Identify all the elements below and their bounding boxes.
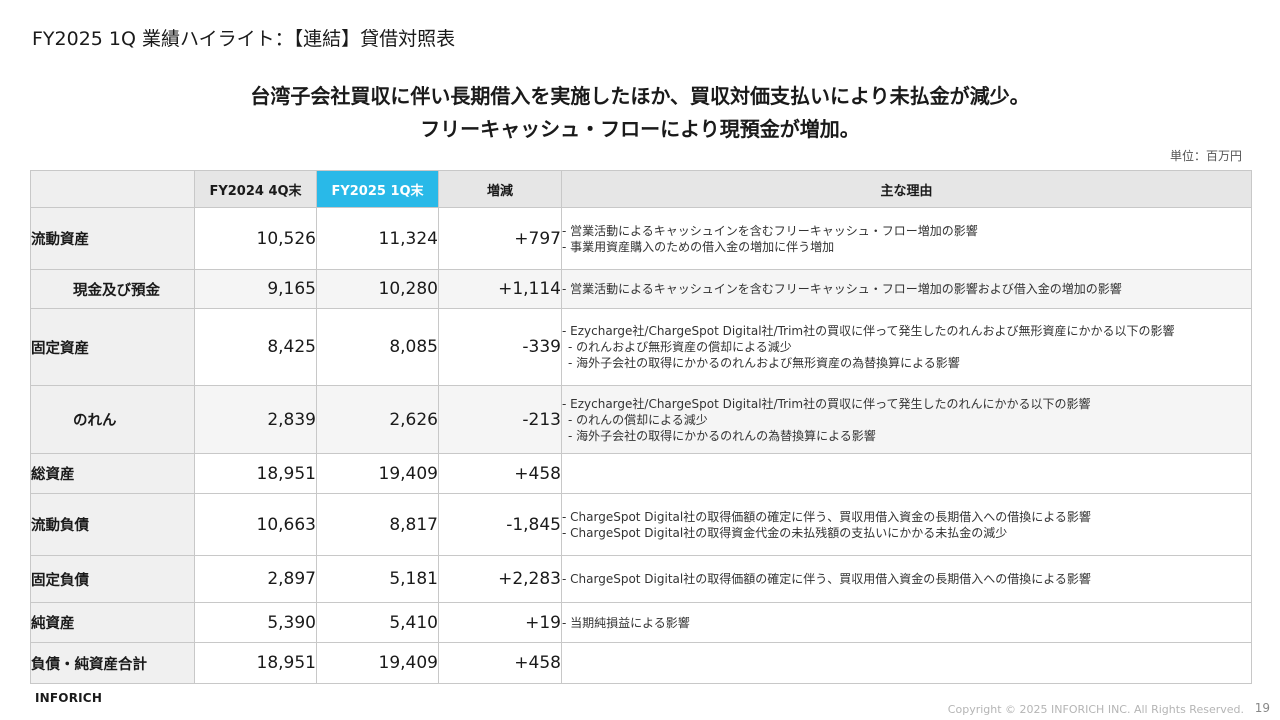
table-row: 総資産 18,951 19,409 +458 [30,453,1252,494]
reason-line: - 事業用資産購入のための借入金の増加に伴う増加 [562,239,835,254]
reason-cell [561,642,1252,684]
value-change: -1,845 [438,493,562,556]
value-fy2024-4q: 18,951 [194,642,317,684]
value-fy2025-1q: 19,409 [316,642,439,684]
unit-label: 単位：百万円 [1169,149,1242,163]
row-label: のれん [30,385,195,454]
value-fy2024-4q: 10,526 [194,207,317,270]
row-label: 固定負債 [30,555,195,603]
reason-line: - ChargeSpot Digital社の取得価額の確定に伴う、買収用借入資金… [562,572,1091,586]
table-row: 負債・純資産合計 18,951 19,409 +458 [30,642,1252,684]
table-row: 現金及び預金 9,165 10,280 +1,114- 営業活動によるキャッシュインを… [30,269,1252,309]
headline-line-1: 台湾子会社買収に伴い長期借入を実施したほか、買収対価支払いにより未払金が減少。 [250,84,1030,108]
row-label: 流動負債 [30,493,195,556]
header-main-reason: 主な理由 [561,170,1252,208]
table-row: 固定資産 8,425 8,085 -339- Ezycharge社/ChargeSpo… [30,308,1252,386]
reason-line: - Ezycharge社/ChargeSpot Digital社/Trim社の買… [562,324,1175,338]
value-fy2024-4q: 2,839 [194,385,317,454]
reason-line: - ChargeSpot Digital社の取得価額の確定に伴う、買収用借入資金… [562,509,1091,524]
reason-line: - 営業活動によるキャッシュインを含むフリーキャッシュ・フロー増加の影響 [562,223,978,238]
row-label: 現金及び預金 [30,269,195,309]
reason-line: - ChargeSpot Digital社の取得資金代金の未払残額の支払いにかか… [562,525,1008,540]
reason-line: - のれんの償却による減少 [568,412,708,427]
value-fy2025-1q: 10,280 [316,269,439,309]
value-change: -213 [438,385,562,454]
reason-line: - 海外子会社の取得にかかるのれんの為替換算による影響 [568,428,876,443]
reason-cell: - 営業活動によるキャッシュインを含むフリーキャッシュ・フロー増加の影響および借… [561,269,1252,309]
page-title: FY2025 1Q 業績ハイライト：【連結】貸借対照表 [32,28,456,50]
value-fy2025-1q: 5,181 [316,555,439,603]
value-change: +458 [438,642,562,684]
reason-line: - 海外子会社の取得にかかるのれんおよび無形資産の為替換算による影響 [568,356,960,370]
row-label: 流動資産 [30,207,195,270]
value-fy2024-4q: 8,425 [194,308,317,386]
value-fy2024-4q: 10,663 [194,493,317,556]
value-fy2025-1q: 8,817 [316,493,439,556]
table-header-row: FY2024 4Q末 FY2025 1Q末 増減 主な理由 [30,170,1252,208]
reason-line: - Ezycharge社/ChargeSpot Digital社/Trim社の買… [562,396,1091,411]
value-change: +458 [438,453,562,494]
value-change: -339 [438,308,562,386]
value-change: +797 [438,207,562,270]
value-change: +1,114 [438,269,562,309]
table-row: 流動負債 10,663 8,817 -1,845- ChargeSpot Digita… [30,493,1252,556]
value-fy2024-4q: 2,897 [194,555,317,603]
reason-cell: - 営業活動によるキャッシュインを含むフリーキャッシュ・フロー増加の影響 - 事業… [561,207,1252,270]
reason-line: - のれんおよび無形資産の償却による減少 [568,340,792,354]
table-row: 固定負債 2,897 5,181 +2,283- ChargeSpot Digital… [30,555,1252,603]
reason-cell: - ChargeSpot Digital社の取得価額の確定に伴う、買収用借入資金… [561,555,1252,603]
copyright-text: Copyright © 2025 INFORICH INC. All Right… [947,703,1244,716]
table-row: 純資産 5,390 5,410 +19- 当期純損益による影響 [30,602,1252,643]
row-label: 純資産 [30,602,195,643]
reason-cell: - 当期純損益による影響 [561,602,1252,643]
value-change: +2,283 [438,555,562,603]
value-fy2024-4q: 18,951 [194,453,317,494]
value-fy2025-1q: 5,410 [316,602,439,643]
balance-sheet-table: FY2024 4Q末 FY2025 1Q末 増減 主な理由 流動資産 10,526… [30,170,1252,684]
value-fy2025-1q: 8,085 [316,308,439,386]
row-label: 総資産 [30,453,195,494]
value-fy2025-1q: 19,409 [316,453,439,494]
value-fy2024-4q: 9,165 [194,269,317,309]
reason-cell: - ChargeSpot Digital社の取得価額の確定に伴う、買収用借入資金… [561,493,1252,556]
row-label: 負債・純資産合計 [30,642,195,684]
reason-line: - 当期純損益による影響 [562,615,690,630]
reason-cell: - Ezycharge社/ChargeSpot Digital社/Trim社の買… [561,308,1252,386]
reason-cell [561,453,1252,494]
table-row: 流動資産 10,526 11,324 +797- 営業活動によるキャッシュインを含むフ… [30,207,1252,270]
table-row: のれん 2,839 2,626 -213- Ezycharge社/ChargeSpot… [30,385,1252,454]
header-fy2024-4q: FY2024 4Q末 [194,170,317,208]
header-corner [30,170,195,208]
row-label: 固定資産 [30,308,195,386]
header-change: 増減 [438,170,562,208]
value-change: +19 [438,602,562,643]
inforich-logo: INFORICH [35,691,103,705]
value-fy2025-1q: 2,626 [316,385,439,454]
header-fy2025-1q: FY2025 1Q末 [316,170,439,208]
reason-cell: - Ezycharge社/ChargeSpot Digital社/Trim社の買… [561,385,1252,454]
page-number: 19 [1254,701,1270,715]
headline-line-2: フリーキャッシュ・フローにより現預金が増加。 [420,117,860,141]
reason-line: - 営業活動によるキャッシュインを含むフリーキャッシュ・フロー増加の影響および借… [562,282,1122,296]
value-fy2024-4q: 5,390 [194,602,317,643]
value-fy2025-1q: 11,324 [316,207,439,270]
